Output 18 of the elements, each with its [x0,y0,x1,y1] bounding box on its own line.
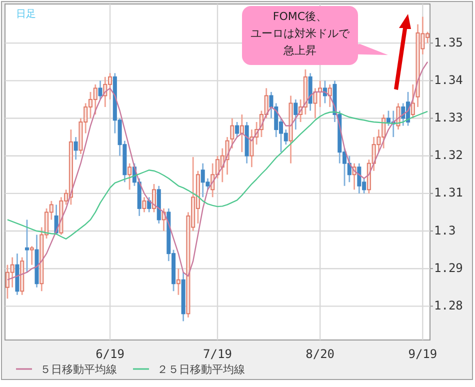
y-tick-label: 1.29 [434,260,463,275]
x-tick-label: 7/19 [203,347,232,361]
annotation: FOMC後、 [272,10,328,23]
y-tick-label: 1.3 [434,223,456,238]
y-tick-label: 1.34 [434,72,463,87]
legend-label: ５日移動平均線 [40,363,117,376]
x-tick-label: 9/19 [408,347,438,361]
x-tick-label: 8/20 [306,347,335,361]
annotation: ユーロは対米ドルで [250,27,350,40]
y-tick-label: 1.35 [434,35,463,50]
y-tick-label: 1.32 [434,148,463,162]
y-tick-label: 1.33 [434,110,463,125]
y-tick-label: 1.31 [434,186,463,200]
y-tick-label: 1.28 [434,298,463,312]
annotation: 急上昇 [282,44,316,57]
annotation: 日足 [16,9,36,20]
legend-label: ２５日移動平均線 [157,363,245,376]
x-tick-label: 6/19 [96,347,124,361]
